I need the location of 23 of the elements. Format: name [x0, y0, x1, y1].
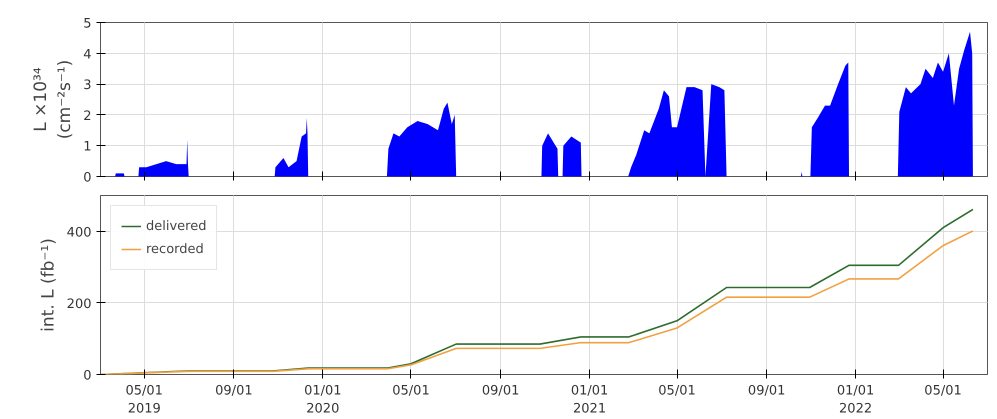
- x-tick-label: 09/01: [482, 384, 520, 398]
- x-tick-label: 05/01: [392, 384, 430, 398]
- y-tick-label: 1: [83, 140, 92, 155]
- y-tick-label: 0: [83, 368, 92, 384]
- x-tick-label: 01/01 2021: [570, 384, 608, 416]
- legend-label: recorded: [146, 242, 204, 256]
- legend-label: delivered: [146, 218, 206, 234]
- x-tick-label: 01/01 2022: [836, 384, 874, 416]
- y-tick-label: 5: [83, 16, 92, 32]
- y-axis-title: L ×10³⁴ (cm⁻²s⁻¹): [31, 60, 76, 140]
- x-tick-label: 09/01: [215, 384, 253, 398]
- y-tick-label: 4: [83, 47, 92, 62]
- y-tick-label: 2: [83, 108, 92, 124]
- y-axis-title: int. L (fb⁻¹): [38, 238, 59, 332]
- x-tick-label: 09/01: [748, 384, 786, 398]
- y-tick-label: 0: [83, 170, 92, 186]
- x-tick-label: 05/01: [924, 384, 962, 398]
- y-tick-label: 3: [83, 78, 92, 94]
- x-tick-label: 05/01 2019: [126, 384, 163, 416]
- y-tick-label: 200: [66, 296, 92, 312]
- x-tick-label: 01/01 2020: [304, 384, 342, 416]
- y-tick-label: 400: [66, 225, 92, 240]
- x-tick-label: 05/01: [658, 384, 696, 398]
